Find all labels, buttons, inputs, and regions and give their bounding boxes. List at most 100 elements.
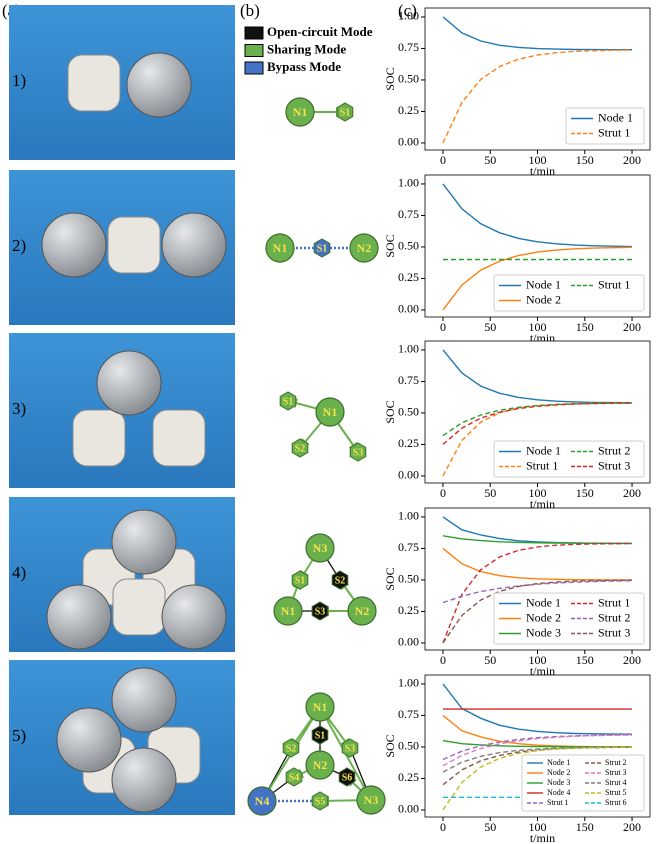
diagram-label: S2 [286,743,297,754]
y-tick-label: 0.00 [398,135,419,149]
y-axis-label: SOC [383,67,397,90]
y-tick-label: 0.25 [398,436,419,450]
x-tick-label: 200 [623,153,641,167]
y-tick-label: 0.50 [398,405,419,419]
x-tick-label: 50 [484,820,496,834]
legend-label: Node 1 [526,443,561,457]
diagram-label: S3 [353,447,364,458]
diagram-label: S1 [317,243,328,254]
legend-label: Strut 1 [598,125,630,139]
x-tick-label: 150 [576,320,594,334]
legend-label: Strut 1 [547,798,569,807]
diagram-label: S6 [342,772,353,783]
legend-label: Node 2 [547,768,570,777]
legend-label: Node 2 [526,292,561,306]
row-label: 1) [12,71,26,90]
diagram-label: N2 [313,758,328,772]
legend-label: Strut 4 [605,778,627,787]
sphere [112,510,176,574]
y-tick-label: 0.00 [398,635,419,649]
legend-label: Node 3 [547,778,570,787]
legend-label: Strut 3 [605,768,627,777]
y-tick-label: 1.00 [398,509,419,523]
sphere [162,585,226,649]
legend-label: Strut 3 [598,458,630,472]
figure: (a)(b)(c)1)2)3)4)5)Open-circuit ModeShar… [0,0,657,844]
legend-label: Strut 6 [605,798,627,807]
y-tick-label: 0.75 [398,707,419,721]
diagram-label: N1 [273,241,288,255]
diagram-label: S1 [315,730,326,741]
x-tick-label: 50 [484,320,496,334]
x-tick-label: 150 [576,153,594,167]
legend-label: Strut 2 [598,610,630,624]
sphere [112,668,176,732]
y-tick-label: 0.25 [398,770,419,784]
row-label: 2) [12,236,26,255]
y-tick-label: 0.25 [398,103,419,117]
x-tick-label: 200 [623,653,641,667]
diagram-label: S5 [315,796,326,807]
y-tick-label: 0.50 [398,72,419,86]
legend-label: Node 1 [526,595,561,609]
y-tick-label: 0.00 [398,302,419,316]
diagram-label: N2 [355,604,370,618]
y-tick-label: 0.50 [398,739,419,753]
y-tick-label: 0.00 [398,802,419,816]
panel-label: (b) [240,1,260,20]
y-tick-label: 0.25 [398,270,419,284]
diagram-label: N2 [357,241,372,255]
x-tick-label: 50 [484,486,496,500]
diagram-label: S1 [295,575,306,586]
page: (a)(b)(c)1)2)3)4)5)Open-circuit ModeShar… [0,0,657,844]
diagram-label: S2 [335,575,346,586]
x-tick-label: 50 [484,153,496,167]
module [108,217,160,273]
diagram-label: N1 [281,604,296,618]
legend-label: Strut 2 [598,443,630,457]
y-tick-label: 1.00 [398,9,419,23]
y-tick-label: 0.75 [398,373,419,387]
x-tick-label: 0 [440,486,446,500]
sphere [162,213,226,277]
legend-swatch [245,27,263,39]
diagram-label: N3 [364,793,379,807]
row-label: 3) [12,399,26,418]
legend-label: Sharing Mode [267,41,346,56]
module [153,410,205,466]
sphere [127,53,191,117]
y-axis-label: SOC [383,567,397,590]
y-tick-label: 0.50 [398,572,419,586]
sphere [47,585,111,649]
y-tick-label: 0.25 [398,603,419,617]
photo [9,5,235,160]
y-axis-label: SOC [383,234,397,257]
legend-label: Strut 1 [598,595,630,609]
x-tick-label: 150 [576,820,594,834]
diagram-label: S1 [283,396,294,407]
sphere [42,213,106,277]
module [73,410,125,466]
x-tick-label: 0 [440,320,446,334]
legend-label: Strut 2 [605,758,627,767]
diagram-label: S2 [295,443,306,454]
x-tick-label: 200 [623,486,641,500]
legend-label: Strut 3 [598,625,630,639]
legend-label: Node 1 [526,277,561,291]
row-label: 4) [12,563,26,582]
diagram-label: N4 [255,794,270,808]
diagram-label: S4 [289,772,300,783]
x-tick-label: 200 [623,320,641,334]
diagram-label: S1 [340,107,351,118]
y-tick-label: 0.50 [398,239,419,253]
legend-label: Node 1 [598,110,633,124]
x-tick-label: 150 [576,486,594,500]
diagram-label: N1 [313,700,328,714]
sphere [112,748,176,812]
legend-label: Open-circuit Mode [267,24,373,39]
legend-label: Node 2 [526,610,561,624]
diagram-label: S3 [345,743,356,754]
x-tick-label: 0 [440,820,446,834]
y-tick-label: 1.00 [398,176,419,190]
y-tick-label: 0.75 [398,40,419,54]
